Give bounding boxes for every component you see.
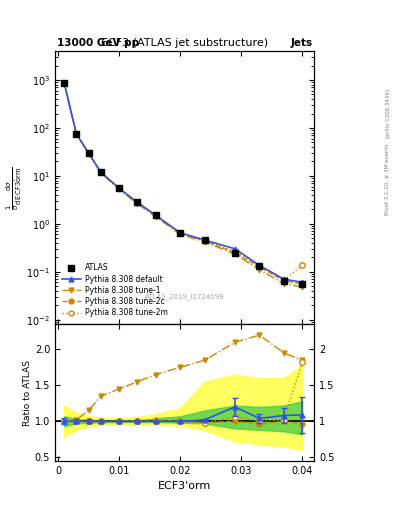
Title: ECF3 (ATLAS jet substructure): ECF3 (ATLAS jet substructure)	[101, 38, 268, 48]
X-axis label: ECF3'orm: ECF3'orm	[158, 481, 211, 491]
Text: [arXiv:1306.3436]: [arXiv:1306.3436]	[385, 88, 389, 138]
Text: ATLAS_2019_I1724098: ATLAS_2019_I1724098	[145, 293, 224, 301]
Legend: ATLAS, Pythia 8.308 default, Pythia 8.308 tune-1, Pythia 8.308 tune-2c, Pythia 8: ATLAS, Pythia 8.308 default, Pythia 8.30…	[59, 260, 171, 321]
Text: 13000 GeV pp: 13000 GeV pp	[57, 38, 139, 49]
Text: Jets: Jets	[290, 38, 312, 49]
Text: Rivet 3.1.10, ≥ 3M events: Rivet 3.1.10, ≥ 3M events	[385, 143, 389, 215]
Y-axis label: Ratio to ATLAS: Ratio to ATLAS	[23, 359, 32, 425]
Y-axis label: $\frac{1}{\sigma}\frac{\mathrm{d}\sigma}{\mathrm{d}\,\mathrm{ECF3\'orm}}$: $\frac{1}{\sigma}\frac{\mathrm{d}\sigma}…	[4, 166, 24, 210]
